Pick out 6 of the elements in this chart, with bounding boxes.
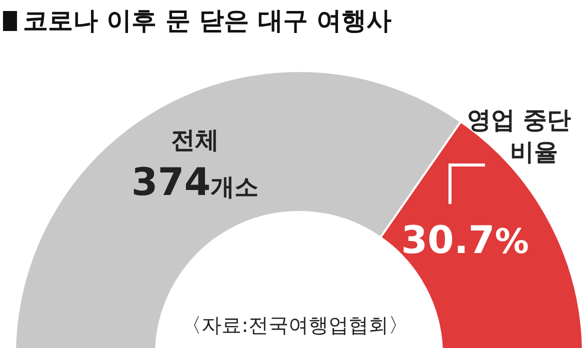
text: 〈자료:전국여행업협회〉 — [180, 312, 410, 339]
text: 374개소 — [131, 160, 259, 204]
chart-title: 코로나 이후 문 닫은 대구 여행사 — [23, 5, 392, 37]
data-label: 30.7% — [401, 218, 529, 262]
slice-label: 전체 — [170, 125, 220, 156]
slice-label: 영업 중단 비율 — [466, 105, 572, 168]
